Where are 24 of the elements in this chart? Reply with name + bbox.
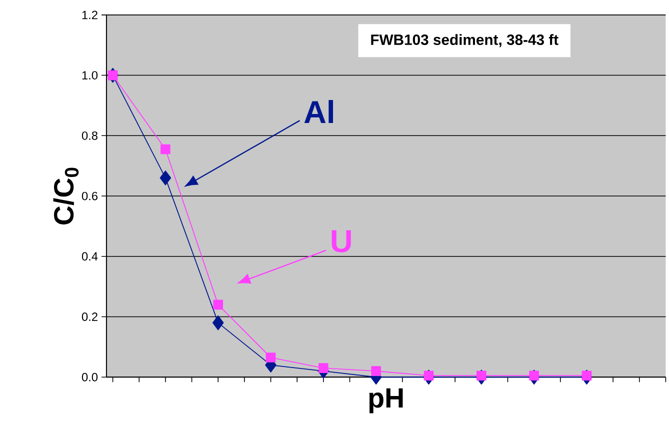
point <box>108 70 118 80</box>
text: FWB103 sediment, 38-43 ft <box>371 34 558 48</box>
point <box>160 170 172 186</box>
point <box>476 370 486 381</box>
point <box>371 366 381 376</box>
y-tick-label: 0.4 <box>82 252 98 261</box>
y-tick-label: 0.6 <box>82 192 98 200</box>
text: U <box>332 230 351 252</box>
point <box>582 370 592 381</box>
point <box>160 144 170 154</box>
point <box>213 300 224 310</box>
y-tick-label: 0.0 <box>82 373 98 382</box>
y-tick-label: 1.0 <box>82 71 98 80</box>
text: Al <box>304 100 334 124</box>
point <box>266 352 276 363</box>
y-tick-label: 0.2 <box>82 312 98 322</box>
point <box>318 363 328 374</box>
point <box>212 316 224 330</box>
x-axis-title: pH <box>369 388 403 414</box>
y-tick-label: 0.8 <box>82 132 98 140</box>
point <box>424 370 434 381</box>
y-axis-title: C/C$_{0}$ <box>53 168 79 225</box>
point <box>529 370 539 381</box>
y-tick-label: 1.2 <box>82 10 98 20</box>
